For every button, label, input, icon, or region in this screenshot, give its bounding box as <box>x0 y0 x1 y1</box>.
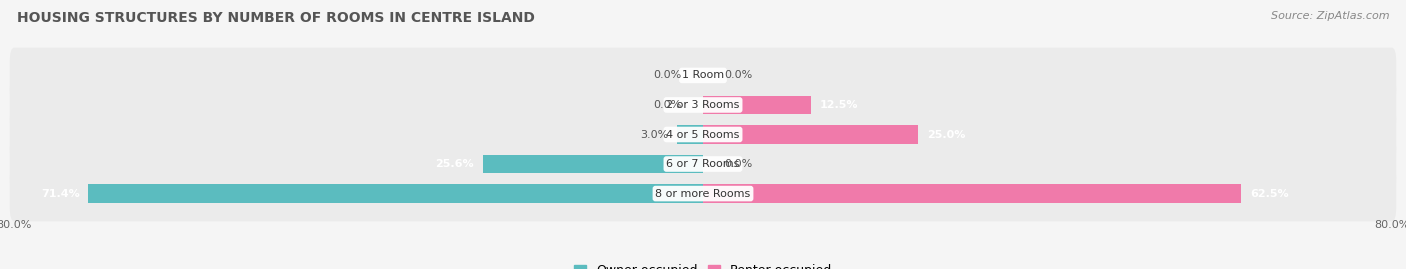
Bar <box>703 125 918 144</box>
Bar <box>703 185 1241 203</box>
Text: HOUSING STRUCTURES BY NUMBER OF ROOMS IN CENTRE ISLAND: HOUSING STRUCTURES BY NUMBER OF ROOMS IN… <box>17 11 534 25</box>
Bar <box>678 125 703 144</box>
Text: 0.0%: 0.0% <box>654 70 682 80</box>
Text: 6 or 7 Rooms: 6 or 7 Rooms <box>666 159 740 169</box>
Bar <box>482 155 703 173</box>
Text: 1 Room: 1 Room <box>682 70 724 80</box>
Text: 12.5%: 12.5% <box>820 100 858 110</box>
Text: 62.5%: 62.5% <box>1250 189 1288 199</box>
FancyBboxPatch shape <box>10 77 1396 133</box>
Text: 25.0%: 25.0% <box>927 129 966 140</box>
FancyBboxPatch shape <box>10 136 1396 192</box>
Legend: Owner-occupied, Renter-occupied: Owner-occupied, Renter-occupied <box>568 259 838 269</box>
Text: 71.4%: 71.4% <box>41 189 80 199</box>
FancyBboxPatch shape <box>10 166 1396 221</box>
FancyBboxPatch shape <box>10 107 1396 162</box>
Text: 25.6%: 25.6% <box>436 159 474 169</box>
Text: 8 or more Rooms: 8 or more Rooms <box>655 189 751 199</box>
Bar <box>703 96 811 114</box>
Text: 0.0%: 0.0% <box>724 70 752 80</box>
FancyBboxPatch shape <box>10 48 1396 103</box>
Text: 2 or 3 Rooms: 2 or 3 Rooms <box>666 100 740 110</box>
Bar <box>89 185 703 203</box>
Text: Source: ZipAtlas.com: Source: ZipAtlas.com <box>1271 11 1389 21</box>
Text: 0.0%: 0.0% <box>724 159 752 169</box>
Text: 3.0%: 3.0% <box>640 129 669 140</box>
Text: 0.0%: 0.0% <box>654 100 682 110</box>
Text: 4 or 5 Rooms: 4 or 5 Rooms <box>666 129 740 140</box>
